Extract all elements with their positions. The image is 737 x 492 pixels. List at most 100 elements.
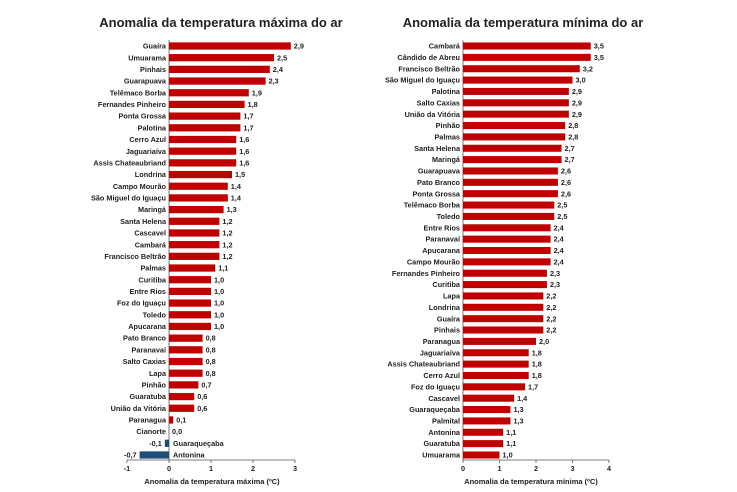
min-value-label: 1,7 (528, 382, 538, 391)
max-category-label: Salto Caxias (123, 357, 166, 366)
min-category-label: Maringá (432, 155, 461, 164)
min-category-label: Palotina (432, 87, 461, 96)
max-category-label: Cerro Azul (129, 135, 166, 144)
min-bar (463, 122, 566, 130)
min-value-label: 3,5 (594, 42, 604, 51)
max-value-label: 2,4 (273, 65, 284, 74)
min-value-label: 2,4 (554, 235, 565, 244)
min-value-label: 2,9 (572, 110, 582, 119)
max-category-label: Guaratuba (130, 392, 167, 401)
min-x-tick-label: 4 (607, 464, 612, 473)
min-value-label: 2,6 (561, 167, 571, 176)
max-value-label: 1,3 (227, 205, 237, 214)
min-category-label: Guarapuava (418, 167, 461, 176)
max-category-label: Londrina (135, 170, 167, 179)
min-category-label: Paranavaí (426, 235, 461, 244)
min-value-label: 2,2 (546, 314, 556, 323)
max-bar (169, 287, 211, 296)
max-category-label: Guarapuava (124, 77, 167, 86)
max-category-label: Palotina (138, 123, 167, 132)
min-value-label: 3,2 (583, 64, 593, 73)
max-category-label: Pato Branco (123, 334, 167, 343)
max-value-label: 0,1 (176, 416, 186, 425)
max-value-label: 1,9 (252, 88, 262, 97)
min-category-label: Palmital (432, 417, 460, 426)
max-value-label: 0,8 (206, 357, 216, 366)
max-category-label: Assis Chateaubriand (93, 158, 166, 167)
min-category-label: Fernandes Pinheiro (392, 269, 461, 278)
min-bar (463, 133, 566, 141)
min-category-label: Cerro Azul (423, 371, 460, 380)
min-value-label: 2,9 (572, 87, 582, 96)
max-bar (169, 229, 220, 237)
min-category-label: Foz do Iguaçu (411, 382, 460, 391)
max-category-label: Cambará (135, 240, 167, 249)
min-bar (463, 383, 526, 391)
max-category-label: Entre Rios (130, 287, 167, 296)
min-value-label: 2,3 (550, 280, 560, 289)
max-temperature-anomaly-chart: Anomalia da temperatura máxima do ar Ano… (91, 15, 343, 486)
min-value-label: 2,2 (546, 303, 556, 312)
max-bar (169, 311, 211, 319)
max-category-label: Ponta Grossa (119, 112, 167, 121)
min-bar (463, 53, 591, 61)
min-value-label: 2,9 (572, 98, 582, 107)
min-value-label: 2,6 (561, 178, 571, 187)
max-value-label: 1,4 (231, 194, 242, 203)
min-value-label: 1,1 (506, 439, 516, 448)
min-category-label: Guaratuba (424, 439, 461, 448)
min-category-label: Londrina (429, 303, 461, 312)
min-bar (463, 349, 529, 357)
min-category-label: Cambará (429, 42, 461, 51)
max-category-label: Telêmaco Borba (110, 88, 167, 97)
max-category-label: Paranavaí (132, 345, 167, 354)
min-category-label: Paranagua (423, 337, 461, 346)
min-bar (463, 258, 551, 266)
min-value-label: 1,8 (532, 348, 542, 357)
max-value-label: 1,0 (214, 275, 224, 284)
max-bar (169, 124, 241, 132)
max-bar (169, 276, 211, 284)
min-bar (463, 315, 544, 323)
max-bar (164, 439, 169, 447)
max-value-label: 1,2 (222, 252, 232, 261)
max-value-label: 1,7 (243, 112, 253, 121)
max-value-label: -0,1 (149, 439, 162, 448)
max-value-label: 1,7 (243, 123, 253, 132)
min-bar (463, 144, 562, 152)
max-bar (169, 147, 237, 155)
max-category-label: Umuarama (128, 53, 167, 62)
min-value-label: 3,5 (594, 53, 604, 62)
min-bar (463, 201, 555, 209)
max-value-label: 1,6 (239, 158, 249, 167)
max-bar (169, 416, 174, 424)
min-bar (463, 167, 558, 175)
min-bar (463, 235, 551, 243)
min-category-label: Campo Mourão (407, 257, 461, 266)
max-category-label: Cianorte (136, 427, 166, 436)
min-category-label: Toledo (437, 212, 461, 221)
min-category-label: Pinhão (436, 121, 461, 130)
min-bar (463, 190, 558, 198)
min-value-label: 2,2 (546, 326, 556, 335)
max-category-label: Pinhão (142, 380, 167, 389)
max-bar (169, 264, 216, 272)
max-bar (169, 100, 245, 109)
max-bar (169, 170, 232, 179)
max-bar (169, 54, 274, 62)
max-category-label: União da Vitória (111, 404, 167, 413)
min-bar (463, 360, 529, 368)
min-value-label: 2,7 (565, 144, 575, 153)
min-bar (463, 224, 551, 232)
max-value-label: -0,7 (124, 451, 137, 460)
min-bar (463, 337, 536, 345)
max-value-label: 1,6 (239, 135, 249, 144)
min-bar (463, 99, 569, 107)
min-bar (463, 281, 547, 289)
min-x-tick-label: 1 (497, 464, 501, 473)
max-category-label: Guaraqueçaba (173, 439, 225, 448)
min-category-label: Ponta Grossa (413, 189, 461, 198)
min-category-label: Apucarana (422, 246, 461, 255)
max-bar (169, 89, 249, 97)
